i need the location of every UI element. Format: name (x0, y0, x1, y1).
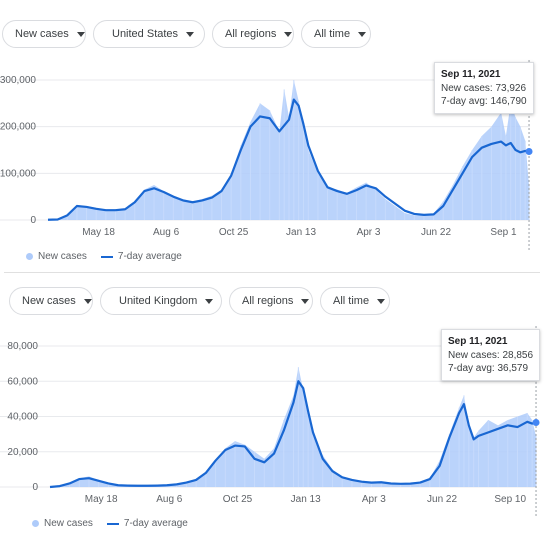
tooltip-date: Sep 11, 2021 (448, 336, 508, 347)
metric-dropdown-label: New cases (22, 295, 76, 307)
line-legend-swatch (106, 522, 119, 525)
chevron-down-icon (301, 298, 310, 304)
chevron-down-icon (76, 31, 85, 37)
bars-legend-label: New cases (38, 251, 87, 262)
seven-day-average-line (47, 98, 530, 221)
uk-cases-chart[interactable]: 0 20,000 40,000 60,000 80,000 May 18 Aug 6 Oct … (0, 326, 550, 546)
metric-dropdown-label: New cases (15, 28, 69, 40)
bars-legend-swatch (32, 520, 39, 527)
y-tick-label: 0 (32, 482, 38, 493)
x-tick-label: May 18 (82, 227, 115, 238)
y-tick-label: 300,000 (0, 75, 36, 86)
us-chart-panel: New cases United States All regions All … (0, 0, 550, 270)
tooltip-date: Sep 11, 2021 (441, 69, 501, 80)
tooltip-new-cases: New cases: 73,926 (441, 83, 527, 94)
bars-legend-label: New cases (44, 518, 93, 529)
hover-marker (525, 147, 533, 155)
y-tick-label: 100,000 (0, 168, 36, 179)
y-tick-label: 40,000 (7, 412, 38, 423)
regions-dropdown[interactable]: All regions (229, 287, 313, 315)
tooltip-avg: 7-day avg: 36,579 (448, 363, 529, 374)
uk-chart-panel: New cases United Kingdom All regions All… (0, 276, 550, 546)
x-tick-label: Oct 25 (219, 227, 249, 238)
seven-day-average-line (49, 380, 537, 489)
time-dropdown-label: All time (333, 295, 370, 307)
time-dropdown[interactable]: All time (301, 20, 371, 48)
x-tick-label: Jan 13 (286, 227, 316, 238)
line-legend-swatch (100, 255, 113, 258)
y-tick-label: 0 (30, 215, 36, 226)
regions-dropdown[interactable]: All regions (212, 20, 294, 48)
chart-tooltip: Sep 11, 2021 New cases: 73,926 7-day avg… (434, 62, 534, 114)
x-tick-label: May 18 (85, 494, 118, 505)
chart-tooltip: Sep 11, 2021 New cases: 28,856 7-day avg… (441, 329, 541, 381)
x-tick-label: Apr 3 (362, 494, 386, 505)
x-tick-label: Aug 6 (153, 227, 180, 238)
chevron-down-icon (284, 31, 293, 37)
chevron-down-icon (377, 298, 386, 304)
location-dropdown[interactable]: United States (93, 20, 205, 48)
chart-legend: New cases 7-day average (32, 518, 188, 529)
chevron-down-icon (205, 298, 214, 304)
chevron-down-icon (83, 298, 92, 304)
time-dropdown-label: All time (314, 28, 351, 40)
x-tick-label: Sep 1 (490, 227, 517, 238)
tooltip-new-cases: New cases: 28,856 (448, 350, 534, 361)
x-tick-label: Apr 3 (357, 227, 381, 238)
panel-divider (4, 272, 540, 273)
x-tick-label: Jun 22 (427, 494, 457, 505)
chart-legend: New cases 7-day average (26, 251, 182, 262)
line-legend-label: 7-day average (117, 251, 182, 262)
chevron-down-icon (358, 31, 367, 37)
chevron-down-icon (186, 31, 195, 37)
x-tick-label: Oct 25 (223, 494, 253, 505)
bars-legend-swatch (26, 253, 33, 260)
y-tick-label: 200,000 (0, 122, 36, 133)
location-dropdown[interactable]: United Kingdom (100, 287, 222, 315)
line-legend-label: 7-day average (123, 518, 188, 529)
y-tick-label: 60,000 (7, 376, 38, 387)
y-tick-label: 20,000 (7, 447, 38, 458)
x-tick-label: Aug 6 (156, 494, 183, 505)
location-dropdown-label: United States (112, 28, 179, 40)
metric-dropdown[interactable]: New cases (2, 20, 86, 48)
time-dropdown[interactable]: All time (320, 287, 390, 315)
tooltip-avg: 7-day avg: 146,790 (441, 96, 527, 107)
hover-marker (532, 419, 540, 427)
us-cases-chart[interactable]: 0 100,000 200,000 300,000 May 18 Aug 6 Oct 25 J… (0, 60, 550, 275)
regions-dropdown-label: All regions (242, 295, 294, 307)
y-tick-label: 80,000 (7, 341, 38, 352)
regions-dropdown-label: All regions (225, 28, 277, 40)
x-tick-label: Sep 10 (494, 494, 526, 505)
x-tick-label: Jun 22 (421, 227, 451, 238)
location-dropdown-label: United Kingdom (119, 295, 198, 307)
x-tick-label: Jan 13 (291, 494, 321, 505)
metric-dropdown[interactable]: New cases (9, 287, 93, 315)
